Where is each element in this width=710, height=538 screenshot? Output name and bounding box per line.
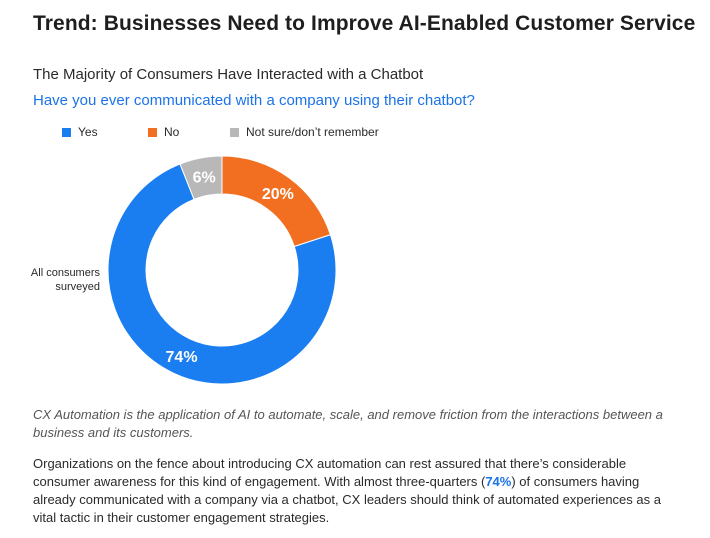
- row-label-all-consumers: All consumers surveyed: [30, 267, 100, 293]
- legend-label-not-sure: Not sure/don’t remember: [246, 125, 379, 139]
- chart-title: The Majority of Consumers Have Interacte…: [33, 66, 424, 83]
- legend-label-yes: Yes: [78, 125, 98, 139]
- page-title: Trend: Businesses Need to Improve AI-Ena…: [33, 12, 696, 35]
- legend-item-yes: Yes: [62, 125, 148, 139]
- donut-label-not-sure: 6%: [193, 170, 216, 187]
- cx-automation-note: CX Automation is the application of AI t…: [33, 407, 663, 440]
- legend-item-not-sure: Not sure/don’t remember: [230, 125, 379, 139]
- chart-subtitle-question: Have you ever communicated with a compan…: [33, 92, 475, 109]
- legend-item-no: No: [148, 125, 230, 139]
- donut-label-no: 20%: [262, 186, 294, 203]
- donut-label-yes: 74%: [166, 349, 198, 366]
- legend-swatch-no: [148, 127, 157, 137]
- paragraph-text-after: ) of consumers having already communicat…: [33, 474, 661, 525]
- donut-chart: 20% 74% 6%: [107, 155, 337, 385]
- paragraph-text-before: Organizations on the fence about introdu…: [33, 456, 627, 489]
- legend-swatch-yes: [62, 127, 71, 137]
- donut-slice-yes: [107, 163, 337, 385]
- paragraph-highlight-74: 74%: [485, 474, 512, 489]
- legend-swatch-not-sure: [230, 127, 239, 137]
- donut-slice-not-sure: [179, 155, 223, 200]
- chart-legend: Yes No Not sure/don’t remember: [62, 125, 379, 139]
- body-paragraph: Organizations on the fence about introdu…: [33, 455, 683, 527]
- donut-chart-area: 20% 74% 6%: [0, 150, 710, 395]
- legend-label-no: No: [164, 125, 180, 139]
